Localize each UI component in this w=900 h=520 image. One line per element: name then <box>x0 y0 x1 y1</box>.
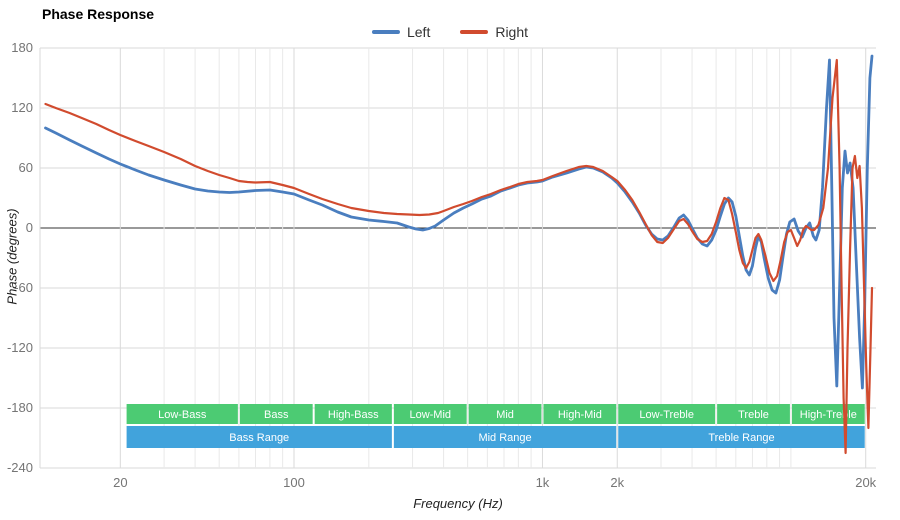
left-series-swatch <box>371 30 400 34</box>
band-low-treble <box>618 404 716 424</box>
band-label-mid-range: Mid Range <box>478 432 531 444</box>
y-tick-label: 60 <box>19 160 33 175</box>
y-tick-label: -60 <box>14 280 33 295</box>
x-tick-label: 20 <box>113 475 127 490</box>
band-label-treble-range: Treble Range <box>708 432 774 444</box>
legend-item-left[interactable]: Left <box>371 24 431 40</box>
band-treble <box>717 404 790 424</box>
x-tick-label: 20k <box>855 475 876 490</box>
x-tick-label: 100 <box>283 475 305 490</box>
x-tick-label: 2k <box>610 475 624 490</box>
series-line-left <box>44 54 874 390</box>
x-axis-title: Frequency (Hz) <box>413 496 503 511</box>
legend-item-right[interactable]: Right <box>460 24 528 40</box>
band-label-high-bass: High-Bass <box>328 409 379 421</box>
band-label-mid: Mid <box>496 409 514 421</box>
y-tick-label: -240 <box>7 460 33 475</box>
chart-title: Phase Response <box>42 6 155 22</box>
band-bass-range <box>126 426 392 448</box>
band-bass <box>239 404 313 424</box>
band-low-mid <box>393 404 467 424</box>
band-label-treble: Treble <box>738 409 769 421</box>
legend-label-right: Right <box>495 24 529 40</box>
band-high-bass <box>314 404 392 424</box>
band-mid <box>468 404 542 424</box>
x-tick-label: 1k <box>536 475 550 490</box>
band-treble-range <box>618 426 865 448</box>
series-line-right <box>44 58 874 455</box>
band-low-bass <box>126 404 238 424</box>
band-high-mid <box>543 404 617 424</box>
band-label-low-treble: Low-Treble <box>639 409 694 421</box>
y-tick-label: -120 <box>7 340 33 355</box>
y-tick-label: 180 <box>11 40 33 55</box>
band-label-low-bass: Low-Bass <box>158 409 207 421</box>
y-tick-label: -180 <box>7 400 33 415</box>
band-label-bass-range: Bass Range <box>229 432 289 444</box>
legend: Left Right <box>371 24 528 40</box>
band-label-low-mid: Low-Mid <box>409 409 451 421</box>
band-label-high-mid: High-Mid <box>558 409 602 421</box>
y-tick-label: 120 <box>11 100 33 115</box>
legend-label-left: Left <box>406 24 431 40</box>
right-series-swatch <box>460 30 489 34</box>
band-label-high-treble: High-Treble <box>800 409 857 421</box>
y-axis-title: Phase (degrees) <box>4 208 20 305</box>
band-label-bass: Bass <box>264 409 289 421</box>
band-mid-range <box>393 426 617 448</box>
y-tick-label: 0 <box>26 220 33 235</box>
